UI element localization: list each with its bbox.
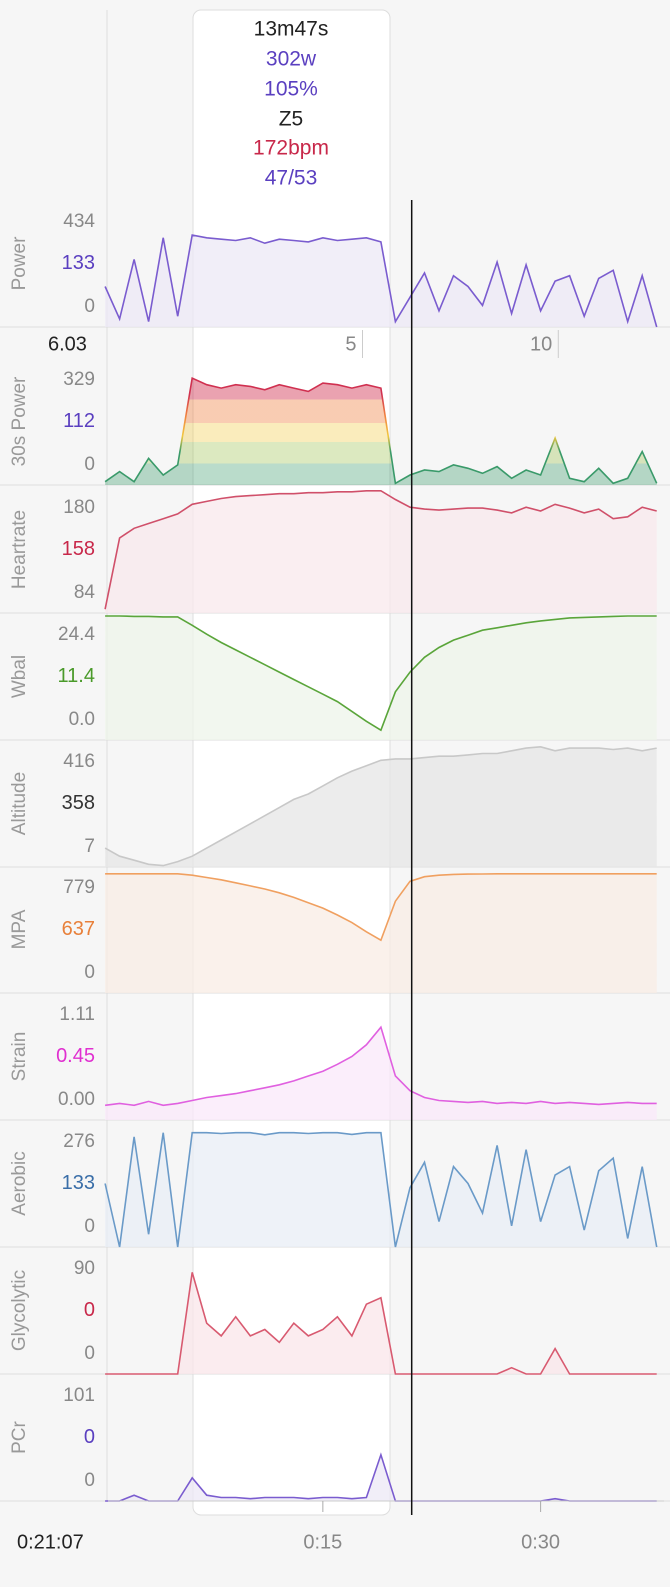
y-tick-label: 180 — [63, 497, 95, 518]
line — [105, 1452, 657, 1502]
panel-name: MPA — [9, 909, 30, 949]
cursor-distance: 6.03 — [48, 333, 87, 355]
panel-name: Strain — [9, 1032, 30, 1082]
line — [105, 873, 657, 942]
area — [105, 873, 657, 993]
tooltip-heartrate: 172bpm — [253, 137, 329, 160]
tooltip-percent: 105% — [264, 78, 318, 101]
y-tick-label: 0.00 — [58, 1089, 95, 1110]
y-tick-label: 90 — [74, 1258, 95, 1279]
line — [104, 234, 658, 328]
distance-tick-label: 10 — [530, 333, 552, 355]
line — [104, 490, 657, 610]
line — [105, 1272, 657, 1375]
distance-tick-label: 5 — [345, 333, 356, 355]
current-value: 358 — [62, 792, 95, 814]
panel-name: Aerobic — [9, 1151, 30, 1215]
current-value: 133 — [62, 1172, 95, 1194]
y-tick-label: 0 — [84, 1216, 95, 1237]
current-value: 0 — [84, 1299, 95, 1321]
line — [104, 376, 658, 485]
current-value: 0.45 — [56, 1045, 95, 1067]
area — [105, 616, 657, 740]
y-tick-label: 779 — [63, 877, 95, 898]
panel-name: Glycolytic — [9, 1270, 30, 1351]
y-tick-label: 0 — [84, 1343, 95, 1364]
y-tick-label: 416 — [63, 751, 95, 772]
panel-name: Altitude — [9, 772, 30, 835]
panel-name: Heartrate — [9, 510, 30, 589]
tooltip-zone: Z5 — [279, 108, 304, 131]
area — [105, 378, 657, 485]
y-tick-label: 24.4 — [58, 624, 95, 645]
area — [105, 490, 657, 613]
tooltip-balance: 47/53 — [265, 167, 318, 190]
y-tick-label: 1.11 — [59, 1004, 95, 1025]
area — [105, 1027, 657, 1120]
y-tick-label: 7 — [84, 836, 95, 857]
current-value: 112 — [63, 410, 95, 432]
area — [105, 1454, 657, 1501]
y-tick-label: 84 — [74, 582, 96, 603]
panel-name: PCr — [9, 1420, 30, 1453]
line — [105, 615, 657, 732]
area — [105, 1132, 657, 1247]
y-tick-label: 0 — [84, 454, 95, 475]
current-value: 11.4 — [58, 665, 95, 687]
tooltip-power: 302w — [266, 48, 317, 71]
line — [104, 1025, 657, 1107]
current-value: 0 — [84, 1426, 95, 1448]
x-tick-label: 0:30 — [521, 1531, 560, 1553]
current-value: 158 — [62, 538, 95, 560]
current-value: 133 — [62, 252, 95, 274]
cursor-time: 0:21:07 — [17, 1531, 84, 1553]
panel-name: 30s Power — [9, 376, 30, 466]
y-tick-label: 0.0 — [69, 709, 95, 730]
line — [104, 1131, 658, 1248]
y-tick-label: 329 — [63, 369, 95, 390]
panel-name: Power — [9, 236, 30, 291]
y-tick-label: 101 — [63, 1385, 95, 1406]
area — [105, 235, 657, 327]
tooltip-duration: 13m47s — [254, 18, 329, 41]
tooltip: 13m47s 302w 105% Z5 172bpm 47/53 — [253, 18, 329, 190]
y-tick-label: 0 — [84, 962, 95, 983]
x-tick-label: 0:15 — [303, 1531, 342, 1553]
y-tick-label: 0 — [84, 1470, 95, 1491]
area — [105, 746, 657, 867]
panel-name: Wbal — [9, 655, 30, 698]
line — [104, 745, 657, 867]
y-tick-label: 434 — [63, 211, 95, 232]
selection — [192, 9, 391, 1516]
area — [105, 1272, 657, 1374]
current-value: 637 — [62, 918, 95, 940]
y-tick-label: 276 — [63, 1131, 95, 1152]
y-tick-label: 0 — [84, 296, 95, 317]
